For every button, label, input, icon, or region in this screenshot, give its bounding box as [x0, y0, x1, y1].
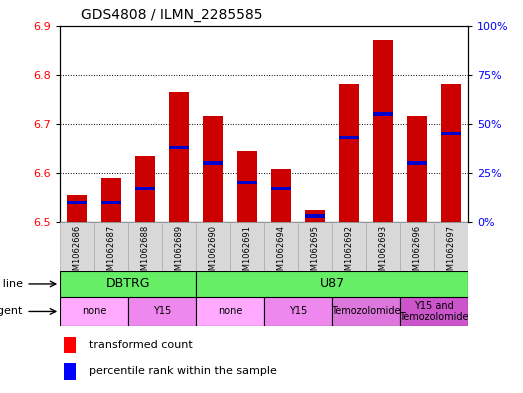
Bar: [264, 297, 332, 326]
Text: GSM1062690: GSM1062690: [209, 224, 218, 281]
Bar: [271, 187, 291, 190]
Bar: [271, 169, 291, 222]
Bar: [101, 178, 121, 222]
Text: agent: agent: [0, 307, 23, 316]
Text: Y15 and
Temozolomide: Y15 and Temozolomide: [400, 301, 469, 322]
Bar: [169, 92, 189, 222]
Text: GDS4808 / ILMN_2285585: GDS4808 / ILMN_2285585: [81, 8, 262, 22]
Bar: [237, 181, 257, 184]
Bar: [64, 337, 76, 353]
Bar: [162, 222, 196, 271]
Bar: [400, 222, 434, 271]
Bar: [60, 271, 196, 297]
Bar: [101, 201, 121, 204]
Text: GSM1062694: GSM1062694: [277, 224, 286, 281]
Text: GSM1062689: GSM1062689: [175, 224, 184, 281]
Text: transformed count: transformed count: [89, 340, 192, 350]
Bar: [135, 187, 155, 190]
Text: Y15: Y15: [153, 307, 171, 316]
Bar: [135, 156, 155, 222]
Bar: [305, 215, 325, 218]
Bar: [128, 297, 196, 326]
Text: cell line: cell line: [0, 279, 23, 289]
Bar: [332, 297, 400, 326]
Bar: [64, 363, 76, 380]
Text: GSM1062686: GSM1062686: [73, 224, 82, 281]
Bar: [441, 84, 461, 222]
Text: none: none: [82, 307, 106, 316]
Bar: [169, 146, 189, 149]
Text: GSM1062697: GSM1062697: [447, 224, 456, 281]
Text: GSM1062696: GSM1062696: [413, 224, 422, 281]
Bar: [339, 136, 359, 139]
Bar: [237, 151, 257, 222]
Bar: [332, 222, 366, 271]
Text: GSM1062693: GSM1062693: [379, 224, 388, 281]
Text: GSM1062692: GSM1062692: [345, 224, 354, 281]
Text: percentile rank within the sample: percentile rank within the sample: [89, 366, 277, 376]
Bar: [407, 116, 427, 222]
Text: GSM1062695: GSM1062695: [311, 224, 320, 281]
Text: U87: U87: [320, 277, 345, 290]
Bar: [407, 162, 427, 165]
Bar: [128, 222, 162, 271]
Bar: [203, 162, 223, 165]
Bar: [441, 132, 461, 135]
Text: DBTRG: DBTRG: [106, 277, 151, 290]
Bar: [434, 222, 468, 271]
Bar: [366, 222, 400, 271]
Bar: [305, 210, 325, 222]
Text: Y15: Y15: [289, 307, 307, 316]
Text: none: none: [218, 307, 242, 316]
Bar: [60, 222, 94, 271]
Bar: [196, 297, 264, 326]
Bar: [400, 297, 468, 326]
Bar: [298, 222, 332, 271]
Bar: [339, 84, 359, 222]
Text: GSM1062687: GSM1062687: [107, 224, 116, 281]
Bar: [196, 222, 230, 271]
Bar: [203, 116, 223, 222]
Text: GSM1062691: GSM1062691: [243, 224, 252, 281]
Bar: [230, 222, 264, 271]
Bar: [67, 201, 87, 204]
Text: Temozolomide: Temozolomide: [332, 307, 401, 316]
Bar: [264, 222, 298, 271]
Text: GSM1062688: GSM1062688: [141, 224, 150, 281]
Bar: [94, 222, 128, 271]
Bar: [67, 195, 87, 222]
Bar: [373, 112, 393, 116]
Bar: [196, 271, 468, 297]
Bar: [60, 297, 128, 326]
Bar: [373, 40, 393, 222]
